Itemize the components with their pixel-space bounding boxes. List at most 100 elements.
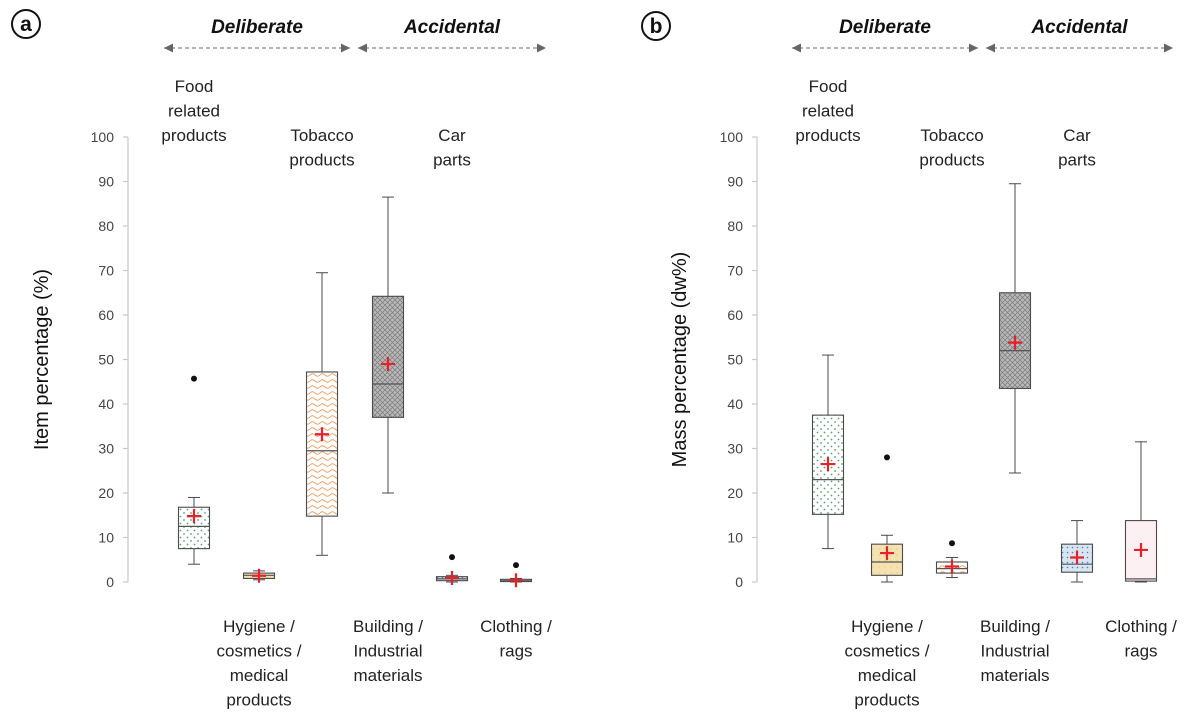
- panel-a-mean-marker: [381, 356, 395, 371]
- panel-a-box-iqr: [305, 371, 339, 517]
- panel-a-mean-marker: [509, 573, 523, 588]
- panel-a-letter: a: [11, 9, 41, 39]
- panel-b-tick-label: 50: [727, 352, 743, 368]
- panel-a-category-label-line: Car: [438, 126, 466, 145]
- panel-b-group-label-accidental: Accidental: [1030, 17, 1128, 38]
- panel-b-category-label-1: Food related products: [795, 77, 860, 145]
- panel-b-outlier: [884, 454, 890, 461]
- panel-b-category-label-line: related: [802, 102, 854, 121]
- panel-b-tick-label: 20: [727, 485, 743, 501]
- panel-b-box-3: [935, 540, 969, 579]
- panel-b-tick-label: 90: [727, 174, 743, 190]
- panel-a-tick-label: 100: [91, 129, 115, 145]
- panel-a-tick-label: 80: [98, 218, 114, 234]
- panel-a: a 0 10 20 30 40 50 60 70 80 90 100 Item percentage …: [11, 9, 552, 710]
- panel-a-tick-label: 50: [98, 352, 114, 368]
- panel-a-category-label-line: products: [289, 151, 354, 170]
- panel-a-box-4: [371, 196, 405, 494]
- panel-b-tick-label: 30: [727, 441, 743, 457]
- panel-a-outlier: [191, 375, 197, 382]
- panel-b-tick-label: 100: [720, 129, 744, 145]
- panel-b-mean-marker: [1008, 335, 1022, 350]
- panel-b-mean-marker: [1070, 550, 1084, 565]
- panel-a-group-label-accidental: Accidental: [403, 17, 501, 38]
- panel-a-category-label-5: Car parts: [433, 126, 471, 170]
- panel-a-category-label-line: Food: [175, 77, 214, 96]
- panel-b-category-label-line: rags: [1124, 642, 1157, 661]
- panel-a-category-label-2: Hygiene / cosmetics / medical products: [216, 617, 301, 710]
- panel-a-tick-label: 90: [98, 174, 114, 190]
- panel-b-category-label-5: Car parts: [1058, 126, 1096, 170]
- panel-b-mean-marker: [880, 546, 894, 561]
- panel-b-category-label-line: Car: [1063, 126, 1091, 145]
- panel-b-tick-label: 10: [727, 530, 743, 546]
- panel-a-category-label-1: Food related products: [161, 77, 226, 145]
- panel-a-category-label-line: cosmetics /: [216, 642, 301, 661]
- panel-a-category-label-line: Clothing /: [480, 617, 552, 636]
- panel-b-category-label-line: cosmetics /: [844, 642, 929, 661]
- panel-a-tick-label: 20: [98, 485, 114, 501]
- panel-b-category-label-line: products: [919, 151, 984, 170]
- panel-b: b 0 10 20 30 40 50 60 70 80 90 100 Mass percentage …: [641, 11, 1177, 710]
- panel-a-tick-label: 0: [106, 574, 114, 590]
- panel-b-box-5: [1060, 520, 1094, 583]
- panel-b-y-axis-label: Mass percentage (dw%): [669, 252, 691, 468]
- panel-b-tick-label: 70: [727, 263, 743, 279]
- svg-text:a: a: [20, 13, 32, 36]
- panel-a-tick-label: 40: [98, 396, 114, 412]
- panel-a-mean-marker: [445, 570, 459, 585]
- panel-a-mean-marker: [315, 427, 329, 442]
- panel-b-outlier: [949, 540, 955, 547]
- panel-b-box-2: [870, 454, 904, 583]
- panel-a-category-label-line: parts: [433, 151, 471, 170]
- panel-b-category-label-line: Industrial: [981, 642, 1050, 661]
- panel-b-tick-label: 40: [727, 396, 743, 412]
- panel-b-tick-label: 0: [735, 574, 743, 590]
- panel-a-box-3: [305, 272, 339, 556]
- panel-b-category-label-2: Hygiene / cosmetics / medical products: [844, 617, 929, 710]
- panel-a-category-label-line: Hygiene /: [223, 617, 295, 636]
- panel-a-category-label-line: related: [168, 102, 220, 121]
- panel-a-category-label-line: Building /: [353, 617, 423, 636]
- panel-b-category-label-line: Tobacco: [920, 126, 983, 145]
- panel-a-outlier: [513, 562, 519, 569]
- panel-a-tick-label: 10: [98, 530, 114, 546]
- panel-a-category-label-line: Industrial: [354, 642, 423, 661]
- panel-a-box-iqr: [371, 295, 405, 418]
- panel-a-mean-marker: [187, 509, 201, 524]
- panel-b-mean-marker: [945, 559, 959, 574]
- panel-a-tick-label: 60: [98, 307, 114, 323]
- panel-b-group-label-deliberate: Deliberate: [839, 17, 931, 38]
- svg-text:b: b: [650, 15, 663, 38]
- panel-a-category-label-line: products: [226, 691, 291, 710]
- panel-a-y-axis-label: Item percentage (%): [31, 269, 53, 450]
- panel-a-category-label-line: rags: [499, 642, 532, 661]
- panel-b-box-4: [998, 183, 1032, 474]
- panel-a-tick-label: 70: [98, 263, 114, 279]
- panel-b-category-label-line: Clothing /: [1105, 617, 1177, 636]
- panel-a-category-label-line: Tobacco: [290, 126, 353, 145]
- panel-a-group-label-deliberate: Deliberate: [211, 17, 303, 38]
- panel-a-outlier: [449, 554, 455, 561]
- panel-b-category-label-line: products: [854, 691, 919, 710]
- panel-a-category-label-line: medical: [230, 666, 289, 685]
- panel-b-category-label-line: products: [795, 126, 860, 145]
- panel-a-box-2: [242, 568, 276, 583]
- panel-b-category-label-line: Building /: [980, 617, 1050, 636]
- panel-a-box-1: [177, 375, 211, 565]
- panel-b-letter: b: [641, 11, 671, 41]
- panel-b-category-label-line: parts: [1058, 151, 1096, 170]
- panel-b-category-label-line: materials: [981, 666, 1050, 685]
- panel-b-tick-label: 60: [727, 307, 743, 323]
- panel-b-mean-marker: [821, 457, 835, 472]
- panel-a-category-label-line: products: [161, 126, 226, 145]
- panel-a-box-5: [435, 554, 469, 585]
- panel-a-category-label-4: Building / Industrial materials: [353, 617, 423, 685]
- panel-b-mean-marker: [1134, 542, 1148, 557]
- panel-a-tick-label: 30: [98, 441, 114, 457]
- panel-a-category-label-3: Tobacco products: [289, 126, 354, 170]
- panel-b-category-label-line: medical: [858, 666, 917, 685]
- panel-b-category-label-line: Food: [809, 77, 848, 96]
- panel-a-box-6: [499, 562, 533, 588]
- panel-b-box-1: [811, 354, 845, 550]
